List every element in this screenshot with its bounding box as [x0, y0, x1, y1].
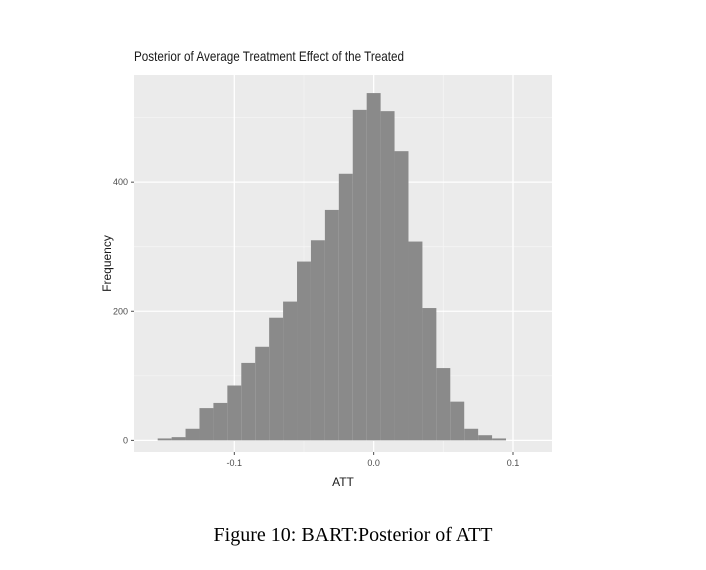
axes: -0.1 0.0 0.1 0 200 400	[113, 177, 519, 468]
histogram-bar	[255, 346, 270, 441]
y-axis-label: Frequency	[100, 235, 114, 292]
histogram-bar	[269, 317, 284, 441]
histogram-bar	[366, 93, 381, 441]
histogram-bar	[297, 261, 311, 441]
histogram-bar	[380, 111, 395, 441]
histogram-bar	[422, 308, 437, 441]
y-tick-label: 200	[113, 306, 128, 316]
histogram-bar	[213, 402, 228, 441]
histogram-bar	[171, 437, 186, 441]
histogram-bar	[338, 173, 353, 441]
histogram-bar	[324, 209, 339, 441]
y-tick-label: 400	[113, 177, 128, 187]
histogram-bar	[227, 385, 242, 441]
chart-title: Posterior of Average Treatment Effect of…	[134, 48, 404, 64]
histogram-bar	[283, 301, 298, 441]
histogram-bar	[436, 368, 451, 441]
histogram-chart: -0.1 0.0 0.1 0 200 400 Posterior of Average T…	[100, 48, 552, 489]
histogram-bar	[478, 435, 493, 441]
histogram-bar	[185, 428, 200, 441]
figure-caption: Figure 10: BART:Posterior of ATT	[213, 524, 493, 546]
y-tick-label: 0	[123, 435, 128, 445]
histogram-bar	[241, 362, 256, 441]
histogram-bar	[464, 428, 479, 441]
histogram-bar	[310, 240, 325, 441]
x-tick-label: -0.1	[227, 458, 243, 468]
histogram-bar	[157, 438, 172, 441]
histogram-bar	[394, 151, 409, 441]
x-tick-label: 0.0	[367, 458, 380, 468]
x-axis-label: ATT	[332, 475, 354, 489]
histogram-bar	[450, 401, 465, 441]
histogram-bar	[352, 109, 367, 441]
histogram-bars	[157, 93, 507, 441]
histogram-bar	[199, 408, 214, 441]
histogram-bar	[492, 438, 507, 441]
histogram-bar	[408, 241, 423, 441]
x-tick-label: 0.1	[507, 458, 520, 468]
